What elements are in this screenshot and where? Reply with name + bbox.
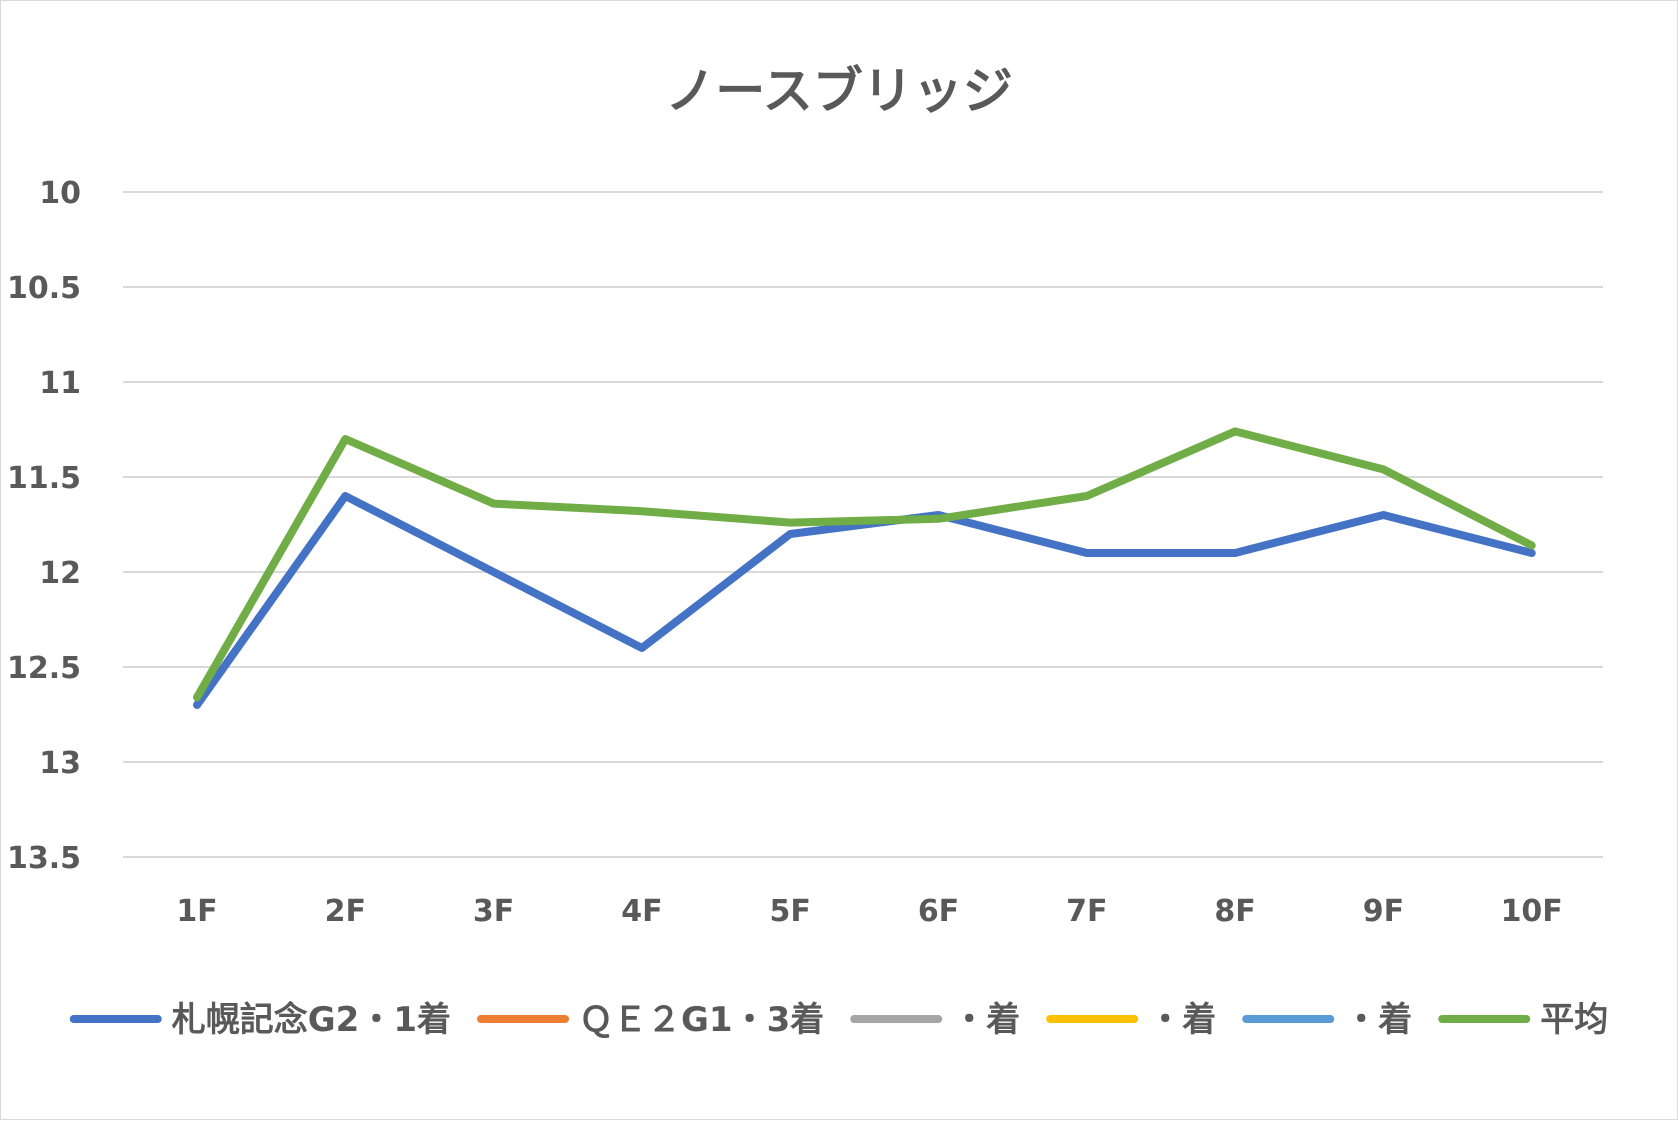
legend-label: ・着 <box>1344 1000 1412 1040</box>
y-tick-label: 10.5 <box>7 271 81 306</box>
legend-item-3: ・着 <box>1046 1000 1216 1040</box>
legend-label: 札幌記念G2・1着 <box>172 1000 451 1040</box>
legend-label: ・着 <box>1148 1000 1216 1040</box>
data-point <box>1086 552 1088 554</box>
legend-label: ＱＥ２G1・3着 <box>579 1000 824 1040</box>
legend: 札幌記念G2・1着 ＱＥ２G1・3着 ・着 ・着 ・着 平均 <box>69 1000 1608 1040</box>
chart-title: ノースブリッジ <box>665 62 1013 120</box>
x-tick-label: 3F <box>473 894 514 929</box>
y-tick-label: 10 <box>39 176 81 211</box>
data-point <box>1234 552 1236 554</box>
series-line-5 <box>193 427 1536 702</box>
x-tick-label: 4F <box>621 894 662 929</box>
legend-label: 平均 <box>1540 1000 1608 1040</box>
legend-item-0: 札幌記念G2・1着 <box>69 1000 451 1040</box>
data-point <box>493 503 495 505</box>
y-tick-label: 13 <box>39 746 81 781</box>
y-tick-label: 13.5 <box>7 841 81 876</box>
x-axis-tick-labels: 1F 2F 3F 4F 5F 6F 7F 8F 9F 10F <box>176 894 1563 929</box>
y-tick-label: 12 <box>39 556 81 591</box>
data-point <box>196 696 198 698</box>
series-lines <box>193 427 1536 709</box>
legend-item-2: ・着 <box>850 1000 1020 1040</box>
x-tick-label: 8F <box>1214 894 1255 929</box>
y-tick-label: 11.5 <box>7 461 81 496</box>
data-point <box>789 533 791 535</box>
data-point <box>1086 495 1088 497</box>
y-axis-tick-labels: 10 10.5 11 11.5 12 12.5 13 13.5 <box>7 176 81 876</box>
data-point <box>938 518 939 520</box>
data-point <box>1382 514 1384 516</box>
legend-label: ・着 <box>952 1000 1020 1040</box>
data-point <box>344 495 346 497</box>
legend-item-4: ・着 <box>1242 1000 1412 1040</box>
series-line-0 <box>193 492 1536 709</box>
data-point <box>1382 468 1384 470</box>
data-point <box>1531 544 1533 546</box>
data-point <box>641 647 643 649</box>
y-tick-label: 12.5 <box>7 651 81 686</box>
y-tick-label: 11 <box>39 366 81 401</box>
x-tick-label: 9F <box>1363 894 1404 929</box>
data-point <box>641 510 643 512</box>
data-point <box>789 522 791 524</box>
legend-item-5: 平均 <box>1438 1000 1608 1040</box>
data-point <box>344 438 346 440</box>
x-tick-label: 7F <box>1066 894 1107 929</box>
x-tick-label: 5F <box>770 894 811 929</box>
x-tick-label: 10F <box>1501 894 1563 929</box>
x-tick-label: 6F <box>918 894 959 929</box>
data-point <box>493 571 495 573</box>
data-point <box>196 704 198 706</box>
data-point <box>1234 430 1236 432</box>
x-tick-label: 1F <box>176 894 217 929</box>
gridlines <box>123 191 1603 858</box>
legend-item-1: ＱＥ２G1・3着 <box>477 1000 824 1040</box>
data-point <box>1531 552 1533 554</box>
x-tick-label: 2F <box>325 894 366 929</box>
